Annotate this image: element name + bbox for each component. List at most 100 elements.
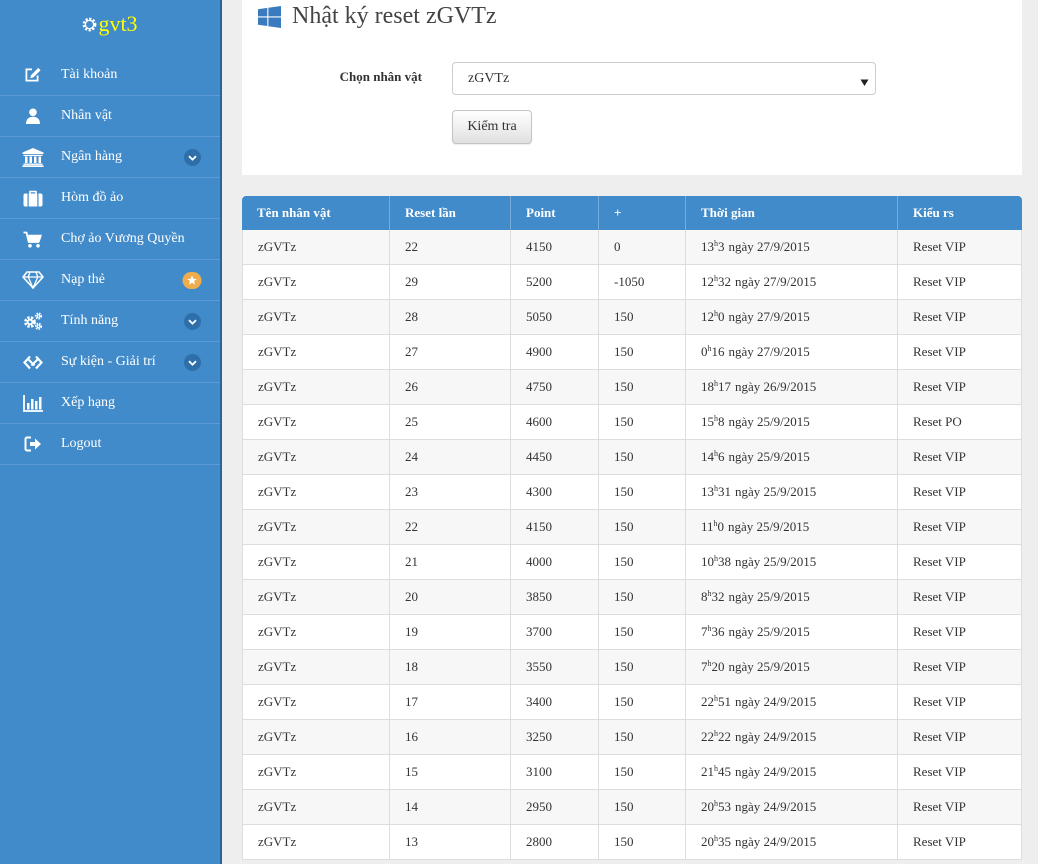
bar-chart-icon	[22, 383, 44, 423]
sidebar-item-topup[interactable]: Nạp thẻ	[0, 260, 220, 301]
sidebar-item-market[interactable]: Chợ ảo Vương Quyền	[0, 219, 220, 260]
cell-reset-count: 23	[390, 475, 511, 509]
time-minute: 31	[718, 484, 731, 499]
time-hour: 12	[701, 309, 714, 324]
time-unit: h	[714, 239, 718, 248]
table-row: zGVTz 26 4750 150 18h17 ngày 26/9/2015 Reset V…	[242, 370, 1022, 405]
time-hour: 7	[701, 659, 708, 674]
cell-reset-count: 15	[390, 755, 511, 789]
user-icon	[22, 96, 44, 136]
time-date: ngày 24/9/2015	[735, 799, 817, 814]
table-row: zGVTz 17 3400 150 22h51 ngày 24/9/2015 Reset V…	[242, 685, 1022, 720]
sidebar-item-inventory[interactable]: Hòm đồ ảo	[0, 178, 220, 219]
time-unit: h	[714, 729, 718, 738]
cell-character: zGVTz	[243, 370, 390, 404]
time-minute: 35	[718, 834, 731, 849]
table-row: zGVTz 22 4150 0 13h3 ngày 27/9/2015 Reset VIP	[242, 230, 1022, 265]
cell-point: 2800	[511, 825, 599, 859]
time-date: ngày 24/9/2015	[735, 694, 817, 709]
sidebar-item-ranking[interactable]: Xếp hạng	[0, 383, 220, 424]
gear-icon	[82, 17, 97, 32]
reset-log-table: Tên nhân vật Reset lần Point + Thời gian…	[242, 196, 1022, 860]
time-minute: 0	[718, 309, 725, 324]
time-minute: 36	[711, 624, 725, 639]
cell-character: zGVTz	[243, 230, 390, 264]
time-hour: 13	[701, 239, 714, 254]
cell-character: zGVTz	[243, 615, 390, 649]
cell-point: 3400	[511, 685, 599, 719]
time-date: ngày 24/9/2015	[735, 764, 817, 779]
time-date: ngày 25/9/2015	[728, 624, 810, 639]
time-date: ngày 25/9/2015	[728, 449, 810, 464]
time-hour: 21	[701, 764, 714, 779]
time-unit: h	[714, 379, 718, 388]
time-unit: h	[707, 344, 712, 353]
cell-delta: 150	[599, 685, 686, 719]
cell-reset-type: Reset VIP	[898, 685, 1022, 719]
character-select-label: Chọn nhân vật	[339, 69, 422, 84]
cell-character: zGVTz	[243, 685, 390, 719]
cell-delta: 150	[599, 755, 686, 789]
character-select[interactable]: zGVTz	[452, 62, 876, 95]
cell-reset-count: 22	[390, 230, 511, 264]
cell-time: 22h51 ngày 24/9/2015	[686, 685, 898, 719]
sidebar-item-features[interactable]: Tính năng	[0, 301, 220, 342]
check-button[interactable]: Kiểm tra	[452, 110, 532, 144]
cell-point: 4750	[511, 370, 599, 404]
time-date: ngày 27/9/2015	[728, 239, 810, 254]
sidebar-item-label: Xếp hạng	[61, 395, 116, 410]
cell-character: zGVTz	[243, 790, 390, 824]
cell-character: zGVTz	[243, 440, 390, 474]
cell-reset-count: 24	[390, 440, 511, 474]
time-minute: 3	[718, 239, 725, 254]
cell-character: zGVTz	[243, 825, 390, 859]
column-header-reset-count: Reset lần	[390, 196, 511, 230]
cell-point: 4600	[511, 405, 599, 439]
logo[interactable]: gvt3	[0, 8, 220, 40]
table-row: zGVTz 15 3100 150 21h45 ngày 24/9/2015 Reset V…	[242, 755, 1022, 790]
cell-delta: 150	[599, 825, 686, 859]
time-date: ngày 26/9/2015	[735, 379, 817, 394]
sidebar-item-label: Nhân vật	[61, 108, 112, 123]
cell-delta: 150	[599, 720, 686, 754]
cell-reset-count: 21	[390, 545, 511, 579]
cell-delta: -1050	[599, 265, 686, 299]
cell-reset-type: Reset VIP	[898, 615, 1022, 649]
sidebar-item-label: Chợ ảo Vương Quyền	[61, 231, 185, 246]
sidebar-item-character[interactable]: Nhân vật	[0, 96, 220, 137]
sidebar-item-logout[interactable]: Logout	[0, 424, 220, 465]
cell-point: 4300	[511, 475, 599, 509]
table-row: zGVTz 24 4450 150 14h6 ngày 25/9/2015 Reset VI…	[242, 440, 1022, 475]
time-date: ngày 25/9/2015	[728, 659, 810, 674]
cell-point: 4150	[511, 230, 599, 264]
column-header-reset-type: Kiểu rs	[913, 205, 954, 220]
page-title: Nhật ký reset zGVTz	[292, 3, 497, 29]
cell-point: 5050	[511, 300, 599, 334]
cell-reset-count: 26	[390, 370, 511, 404]
star-badge-icon	[182, 271, 202, 289]
table-row: zGVTz 23 4300 150 13h31 ngày 25/9/2015 Reset V…	[242, 475, 1022, 510]
time-date: ngày 24/9/2015	[735, 834, 817, 849]
sidebar-item-account[interactable]: Tài khoản	[0, 55, 220, 96]
time-hour: 20	[701, 834, 714, 849]
time-date: ngày 25/9/2015	[728, 519, 810, 534]
time-date: ngày 27/9/2015	[735, 274, 817, 289]
time-minute: 20	[711, 659, 725, 674]
table-row: zGVTz 16 3250 150 22h22 ngày 24/9/2015 Reset V…	[242, 720, 1022, 755]
cell-time: 22h22 ngày 24/9/2015	[686, 720, 898, 754]
time-unit: h	[713, 519, 718, 528]
cell-reset-type: Reset VIP	[898, 230, 1022, 264]
cell-reset-type: Reset VIP	[898, 825, 1022, 859]
sidebar-menu: Tài khoản Nhân vật	[0, 55, 220, 465]
cell-point: 3550	[511, 650, 599, 684]
cell-reset-type: Reset VIP	[898, 790, 1022, 824]
time-hour: 12	[701, 274, 714, 289]
sidebar-item-events[interactable]: Sự kiện - Giải trí	[0, 342, 220, 383]
table-row: zGVTz 13 2800 150 20h35 ngày 24/9/2015 Reset V…	[242, 825, 1022, 860]
cell-time: 13h3 ngày 27/9/2015	[686, 230, 898, 264]
time-date: ngày 27/9/2015	[728, 344, 810, 359]
cell-reset-type: Reset VIP	[898, 755, 1022, 789]
time-hour: 22	[701, 729, 714, 744]
sidebar-item-bank[interactable]: Ngân hàng	[0, 137, 220, 178]
dropdown-arrow-icon	[860, 74, 869, 86]
